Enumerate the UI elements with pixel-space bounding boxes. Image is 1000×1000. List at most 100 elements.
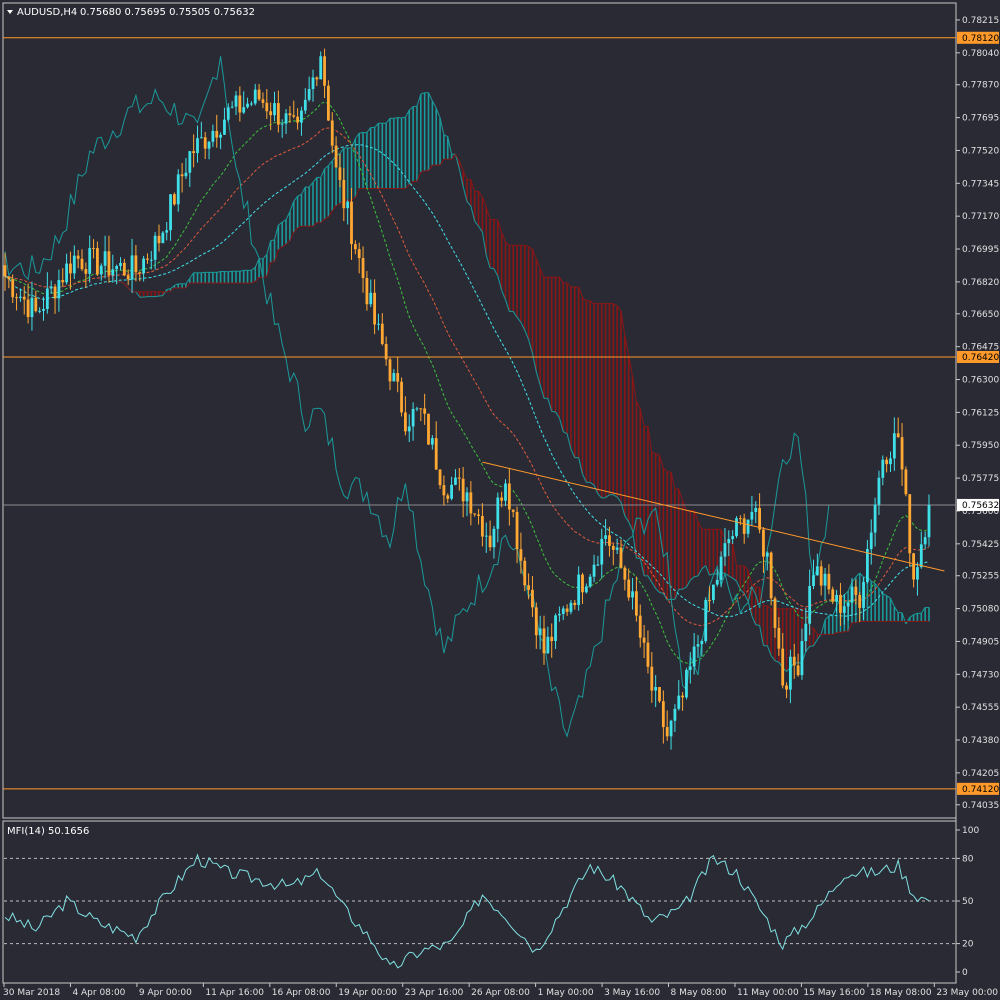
candle bbox=[203, 131, 207, 160]
senkou-a-segment bbox=[528, 339, 533, 354]
senkou-a-segment bbox=[354, 132, 360, 139]
candle-body bbox=[866, 548, 869, 583]
candle bbox=[919, 531, 923, 569]
senkou-b-segment bbox=[813, 627, 818, 635]
candle bbox=[785, 682, 788, 699]
senkou-a-segment bbox=[651, 582, 657, 589]
candle-body bbox=[230, 106, 234, 108]
senkou-a-segment bbox=[724, 572, 730, 577]
candle-body bbox=[42, 309, 45, 311]
candle-body bbox=[461, 478, 465, 502]
senkou-b-segment bbox=[123, 283, 129, 289]
price-tick-label: 0.78215 bbox=[962, 16, 999, 26]
candle bbox=[796, 653, 800, 677]
senkou-a-segment bbox=[393, 117, 398, 119]
candle-body bbox=[889, 458, 892, 465]
candle-body bbox=[215, 130, 219, 138]
senkou-a-segment bbox=[593, 484, 599, 495]
candle-body bbox=[434, 438, 438, 470]
candle bbox=[850, 578, 854, 617]
senkou-a-segment bbox=[874, 583, 880, 589]
candle-body bbox=[161, 232, 165, 244]
candle bbox=[742, 513, 746, 544]
horizontal-levels[interactable] bbox=[3, 37, 956, 790]
candle-body bbox=[307, 88, 311, 100]
senkou-a-segment bbox=[324, 165, 329, 170]
dropdown-triangle-icon[interactable] bbox=[7, 10, 13, 14]
candle-body bbox=[446, 495, 450, 499]
candle bbox=[223, 107, 226, 135]
candle bbox=[246, 97, 249, 109]
candle-body bbox=[515, 511, 519, 550]
candle-body bbox=[96, 248, 99, 275]
candle bbox=[658, 686, 661, 703]
date-axis: 30 Mar 2018 4 Apr 08:00 9 Apr 00:00 11 Apr … bbox=[3, 983, 998, 998]
candle bbox=[873, 497, 877, 547]
candle-body bbox=[219, 134, 222, 138]
level-price-box bbox=[957, 350, 999, 363]
level-price-box bbox=[957, 31, 999, 44]
candle-body bbox=[731, 536, 735, 540]
candle-body bbox=[126, 275, 130, 280]
senkou-b-segment bbox=[254, 277, 260, 282]
trendline[interactable] bbox=[482, 461, 945, 572]
candle bbox=[900, 423, 904, 486]
trendline-layer[interactable] bbox=[482, 461, 945, 572]
candle-body bbox=[869, 532, 873, 549]
senkou-b-segment bbox=[297, 225, 302, 229]
senkou-a-segment bbox=[254, 258, 260, 268]
candle bbox=[230, 101, 234, 109]
candle bbox=[427, 413, 430, 445]
candle-body bbox=[334, 145, 338, 168]
senkou-b-segment bbox=[127, 287, 133, 293]
candle-body bbox=[99, 265, 103, 275]
candle-body bbox=[146, 258, 149, 260]
senkou-a-segment bbox=[667, 598, 672, 601]
candle-body bbox=[715, 579, 719, 585]
senkou-a-segment bbox=[697, 568, 703, 577]
candle-body bbox=[361, 258, 365, 279]
candle-body bbox=[7, 276, 11, 280]
candle bbox=[415, 406, 419, 412]
senkou-b-segment bbox=[278, 246, 283, 251]
candle bbox=[153, 232, 157, 270]
candle bbox=[411, 402, 415, 441]
candle bbox=[827, 564, 831, 595]
senkou-b-segment bbox=[293, 227, 298, 233]
candle-body bbox=[49, 286, 53, 289]
candle bbox=[377, 313, 380, 331]
candle-body bbox=[565, 608, 569, 612]
candle bbox=[927, 494, 931, 547]
candle bbox=[596, 555, 600, 567]
candle bbox=[750, 495, 754, 526]
candle bbox=[11, 274, 15, 304]
candle bbox=[889, 451, 892, 473]
candle bbox=[300, 106, 303, 136]
candle bbox=[446, 493, 450, 504]
candle bbox=[165, 221, 169, 241]
candle bbox=[604, 519, 607, 546]
candle-body bbox=[169, 194, 172, 231]
candle bbox=[619, 539, 623, 569]
senkou-a-segment bbox=[439, 117, 445, 135]
candle bbox=[538, 615, 542, 650]
candle-body bbox=[619, 547, 623, 568]
candle-body bbox=[423, 408, 427, 414]
senkou-b-segment bbox=[274, 249, 279, 262]
candle-body bbox=[130, 255, 134, 280]
candle-body bbox=[488, 535, 492, 548]
candle-body bbox=[823, 573, 827, 586]
candle-body bbox=[76, 255, 80, 259]
candle bbox=[207, 140, 211, 160]
senkou-a-segment bbox=[563, 431, 568, 435]
senkou-a-segment bbox=[824, 615, 830, 621]
candle-body bbox=[165, 230, 169, 233]
candle-body bbox=[211, 130, 215, 142]
candle bbox=[327, 80, 330, 122]
senkou-b-segment bbox=[405, 184, 410, 189]
senkou-a-segment bbox=[855, 572, 861, 578]
candle bbox=[700, 639, 704, 657]
candle bbox=[642, 625, 646, 659]
candle bbox=[638, 604, 642, 648]
